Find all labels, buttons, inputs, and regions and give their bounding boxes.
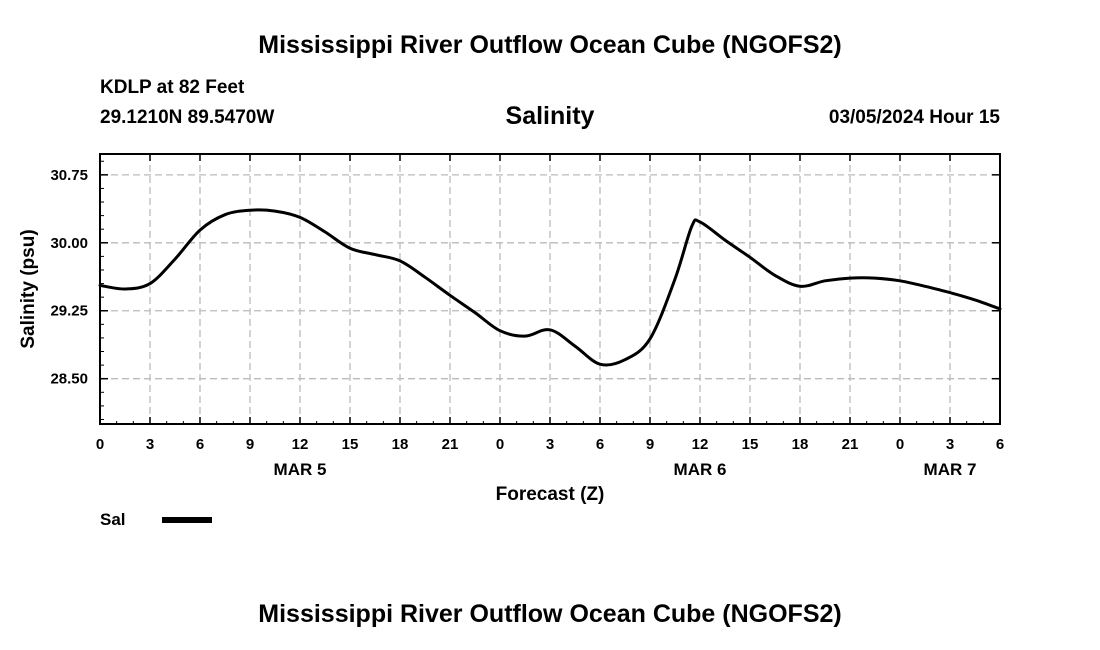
y-tick-label: 28.50 (50, 371, 88, 388)
x-date-label: MAR 6 (674, 460, 727, 479)
plot-frame (99, 153, 1001, 425)
x-tick-label: 18 (792, 436, 809, 453)
y-tick-label: 30.00 (50, 235, 88, 252)
x-tick-label: 9 (646, 436, 654, 453)
y-tick-label: 29.25 (50, 303, 88, 320)
x-tick-label: 3 (546, 436, 554, 453)
station-coordinates: 29.1210N 89.5470W (100, 107, 275, 128)
x-tick-label: 6 (996, 436, 1004, 453)
legend-line-swatch (162, 517, 212, 523)
x-tick-label: 6 (196, 436, 204, 453)
chart-main-title: Mississippi River Outflow Ocean Cube (NG… (258, 31, 842, 59)
x-tick-label: 12 (692, 436, 709, 453)
x-tick-label: 0 (496, 436, 504, 453)
x-tick-label: 0 (96, 436, 104, 453)
chart-title: Salinity (505, 102, 595, 130)
x-tick-label: 0 (896, 436, 904, 453)
x-tick-label: 6 (596, 436, 604, 453)
axis-ticks (99, 154, 1001, 424)
series-layer (98, 208, 1002, 367)
x-axis-label: Forecast (Z) (496, 484, 605, 505)
x-tick-label: 21 (442, 436, 459, 453)
x-date-label: MAR 5 (274, 460, 327, 479)
legend-label: Sal (100, 510, 126, 529)
x-date-label: MAR 7 (924, 460, 977, 479)
footer-title: Mississippi River Outflow Ocean Cube (NG… (258, 600, 842, 628)
x-tick-label: 18 (392, 436, 409, 453)
station-label: KDLP at 82 Feet (100, 77, 245, 98)
x-tick-label: 3 (146, 436, 154, 453)
x-tick-label: 21 (842, 436, 859, 453)
x-tick-label: 3 (946, 436, 954, 453)
y-axis-label: Salinity (psu) (18, 229, 39, 348)
x-tick-label: 9 (246, 436, 254, 453)
x-tick-label: 15 (742, 436, 759, 453)
x-tick-label: 15 (342, 436, 359, 453)
x-tick-label: 12 (292, 436, 309, 453)
series-line-salinity (98, 208, 1002, 367)
axis-labels: Forecast (Z) Salinity (psu) 0 3 6 9 12 15 18 21… (18, 167, 1004, 505)
forecast-datetime: 03/05/2024 Hour 15 (828, 107, 1000, 128)
grid-lines (100, 154, 1000, 424)
y-tick-label: 30.75 (50, 167, 88, 184)
